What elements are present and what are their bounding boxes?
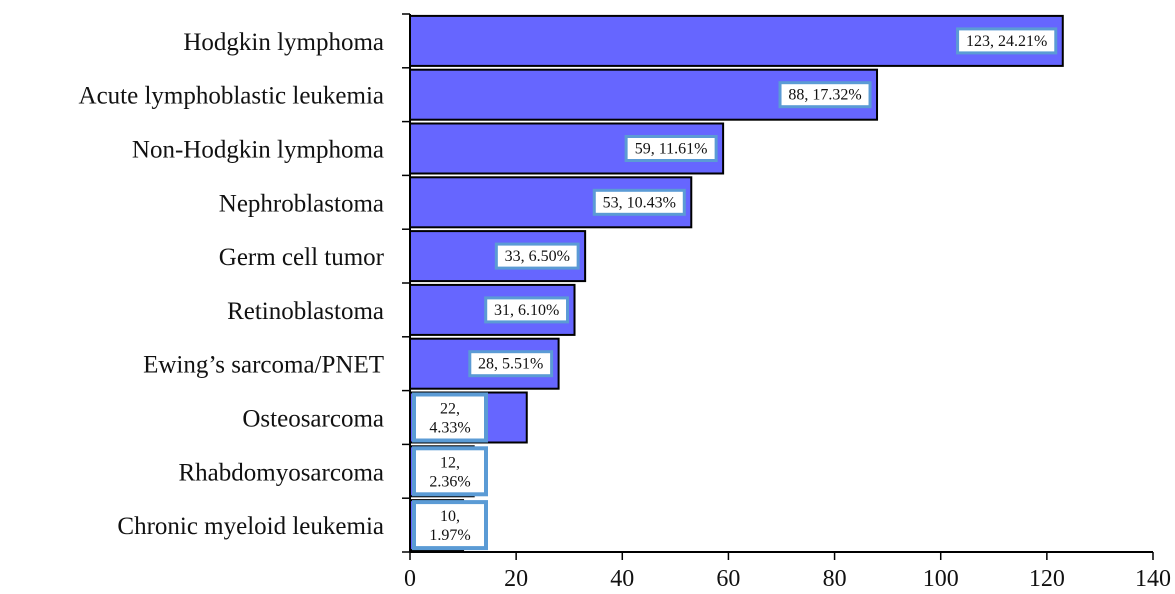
category-label: Germ cell tumor (219, 244, 385, 271)
data-label-box (624, 135, 718, 162)
data-label-box (778, 81, 872, 109)
x-tick-label: 80 (823, 566, 847, 592)
bar (409, 14, 1064, 67)
data-label-box (484, 296, 570, 324)
data-label: 33, 6.50% (505, 248, 570, 265)
data-label: 10, 1.97% (429, 508, 470, 544)
data-label-box (412, 392, 488, 443)
category-label: Ewing’s sarcoma/PNET (143, 352, 384, 379)
data-label-box (956, 27, 1058, 55)
x-tick-label: 100 (923, 566, 959, 592)
data-label: 28, 5.51% (478, 356, 543, 373)
data-label-box (494, 242, 580, 270)
data-label: 12, 2.36% (429, 454, 470, 490)
x-tick-label: 40 (610, 566, 634, 592)
category-label: Acute lymphoblastic leukemia (79, 83, 384, 110)
category-label: Hodgkin lymphoma (183, 29, 384, 56)
category-label: Chronic myeloid leukemia (117, 513, 384, 540)
data-label-box (412, 500, 488, 551)
category-label: Retinoblastoma (227, 298, 384, 325)
x-tick-label: 20 (504, 566, 528, 592)
data-label-box (468, 350, 554, 378)
data-label-box (412, 446, 488, 497)
data-label-box (592, 188, 686, 216)
data-label: 88, 17.32% (788, 87, 861, 104)
category-label: Non-Hodgkin lymphoma (132, 137, 384, 164)
data-label: 59, 11.61% (635, 141, 708, 158)
data-label: 31, 6.10% (494, 302, 559, 319)
data-label: 123, 24.21% (966, 33, 1047, 50)
category-label: Rhabdomyosarcoma (178, 459, 384, 486)
category-label: Osteosarcoma (242, 406, 384, 433)
data-label: 22, 4.33% (429, 401, 470, 437)
x-tick-label: 140 (1135, 566, 1171, 592)
x-tick-label: 0 (404, 566, 416, 592)
category-label: Nephroblastoma (219, 190, 384, 217)
data-label: 53, 10.43% (603, 194, 676, 211)
x-tick-label: 120 (1029, 566, 1065, 592)
x-tick-label: 60 (716, 566, 740, 592)
